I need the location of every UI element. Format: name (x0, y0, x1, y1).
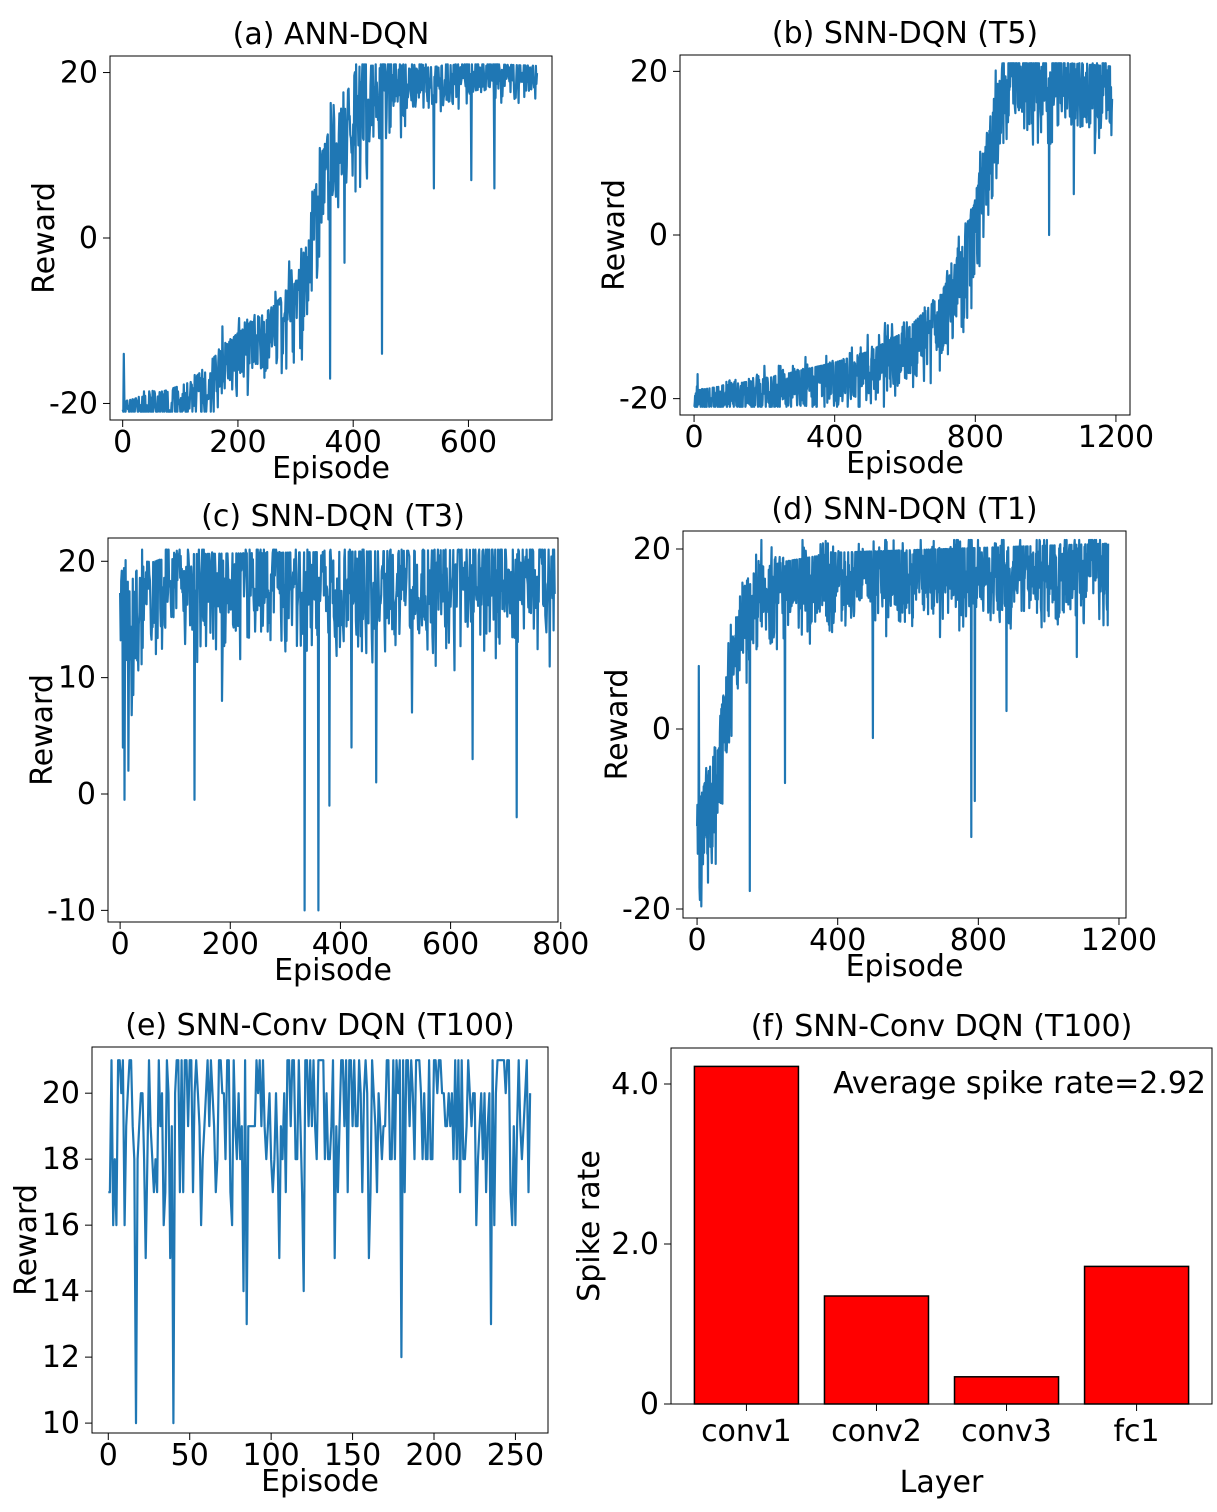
y-tick-label: 0 (79, 221, 98, 256)
series-line (696, 538, 1110, 908)
x-tick-label: 250 (487, 1438, 544, 1473)
x-tick-label: 800 (947, 420, 1004, 455)
y-tick-label: 2.0 (611, 1227, 659, 1262)
y-tick-label: 10 (42, 1406, 80, 1441)
x-tick-label: 600 (422, 927, 479, 962)
x-axis-label: Layer (900, 1465, 984, 1500)
y-tick-label: 20 (630, 54, 668, 89)
x-axis-label: Episode (846, 446, 964, 481)
y-tick-label: -20 (49, 386, 98, 421)
panel-f: (f) SNN-Conv DQN (T100) conv1 conv2 conv3 fc… (572, 1009, 1213, 1500)
y-tick-label: 20 (60, 56, 98, 91)
y-tick-label: 20 (42, 1076, 80, 1111)
y-tick-label: 20 (58, 544, 96, 579)
x-tick-label: 400 (806, 420, 863, 455)
plot-frame (107, 537, 559, 923)
bar-conv1 (693, 1065, 800, 1405)
panel-d: (d) SNN-DQN (T1) 0 400 800 1200 -20 0 20 Episode… (600, 492, 1157, 984)
y-tick-label: 4.0 (611, 1067, 659, 1102)
x-tick-label: conv2 (831, 1414, 922, 1449)
chart-title: (d) SNN-DQN (T1) (771, 492, 1037, 527)
x-tick-label: 400 (809, 923, 866, 958)
bar-conv2 (823, 1295, 930, 1405)
x-tick-label: 0 (99, 1438, 118, 1473)
plot-frame (91, 1046, 549, 1434)
plot-frame (682, 530, 1127, 919)
panel-e: (e) SNN-Conv DQN (T100) 0 50 100 150 200 250 10… (9, 1008, 549, 1499)
x-axis-label: Episode (274, 953, 392, 988)
x-tick-label: 200 (405, 1438, 462, 1473)
x-tick-label: 50 (171, 1438, 209, 1473)
x-tick-label: 400 (312, 927, 369, 962)
x-tick-label: 200 (202, 927, 259, 962)
chart-title: (f) SNN-Conv DQN (T100) (751, 1009, 1133, 1044)
x-tick-label: 200 (209, 425, 266, 460)
panel-b: (b) SNN-DQN (T5) 0 400 800 1200 -20 0 20 Episode… (597, 16, 1154, 481)
chart-title: (b) SNN-DQN (T5) (772, 16, 1038, 51)
y-axis-label: Reward (27, 182, 62, 294)
x-tick-label: conv1 (701, 1414, 792, 1449)
y-axis-label: Reward (597, 179, 632, 291)
y-tick-label: 18 (42, 1142, 80, 1177)
chart-title: (e) SNN-Conv DQN (T100) (125, 1008, 514, 1043)
bar-conv3 (953, 1376, 1060, 1405)
y-axis-label: Reward (600, 669, 635, 781)
x-tick-label: 0 (688, 923, 707, 958)
x-tick-label: 150 (324, 1438, 381, 1473)
y-tick-label: 0 (652, 712, 671, 747)
y-tick-label: -20 (619, 382, 668, 417)
series-line (108, 1059, 532, 1425)
x-tick-label: 1200 (1078, 420, 1154, 455)
x-tick-label: 800 (532, 927, 589, 962)
y-axis-label: Reward (9, 1184, 44, 1296)
x-tick-label: 0 (111, 927, 130, 962)
bar-fc1 (1083, 1265, 1190, 1405)
x-tick-label: 400 (325, 425, 382, 460)
y-tick-label: 0 (640, 1387, 659, 1422)
y-tick-label: 0 (649, 218, 668, 253)
y-tick-label: -10 (47, 893, 96, 928)
x-tick-label: 1200 (1081, 923, 1157, 958)
panel-c: (c) SNN-DQN (T3) 0 200 400 600 800 -10 0 10 20 Epi… (25, 499, 589, 988)
y-tick-label: 20 (633, 532, 671, 567)
chart-title: (c) SNN-DQN (T3) (201, 499, 465, 534)
x-tick-label: 0 (685, 420, 704, 455)
panel-a: (a) ANN-DQN 0 200 400 600 -20 0 20 Episode Reward (27, 17, 553, 486)
annotation: Average spike rate=2.92 (833, 1066, 1206, 1101)
x-axis-label: Episode (272, 451, 390, 486)
series-line (121, 63, 539, 413)
x-tick-label: 100 (243, 1438, 300, 1473)
x-tick-label: 600 (440, 425, 497, 460)
x-tick-label: 800 (950, 923, 1007, 958)
x-axis-label: Episode (261, 1464, 379, 1499)
y-tick-label: 12 (42, 1340, 80, 1375)
y-tick-label: 10 (58, 661, 96, 696)
y-tick-label: -20 (622, 892, 671, 927)
y-axis-label: Reward (25, 674, 60, 786)
y-tick-label: 14 (42, 1274, 80, 1309)
y-axis-label: Spike rate (572, 1150, 607, 1302)
x-tick-label: 0 (113, 425, 132, 460)
series-line (693, 62, 1114, 408)
plot-frame (670, 1047, 1213, 1405)
x-tick-label: fc1 (1113, 1414, 1159, 1449)
x-axis-label: Episode (846, 949, 964, 984)
y-tick-label: 0 (77, 777, 96, 812)
chart-title: (a) ANN-DQN (233, 17, 430, 52)
x-tick-label: conv3 (961, 1414, 1052, 1449)
series-line (119, 548, 556, 912)
y-tick-label: 16 (42, 1208, 80, 1243)
